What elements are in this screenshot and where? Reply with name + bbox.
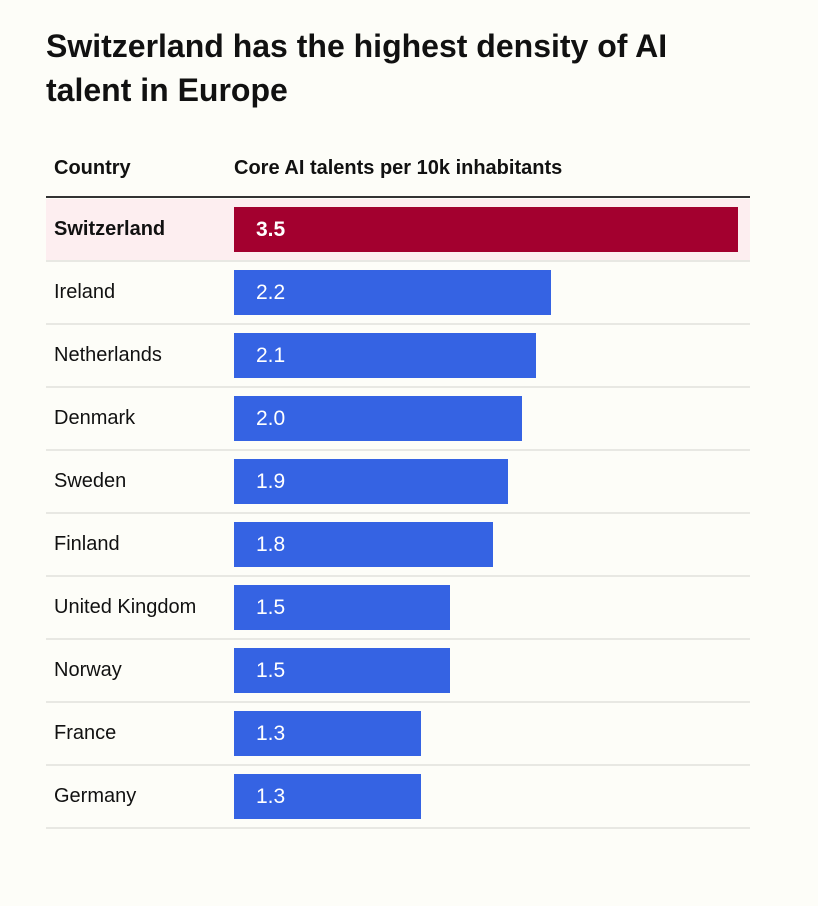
header-divider xyxy=(46,196,750,198)
country-label: Sweden xyxy=(54,470,127,492)
column-header-country: Country xyxy=(54,157,131,179)
country-label: Norway xyxy=(54,659,122,681)
bar-value-label: 1.9 xyxy=(256,470,286,493)
column-header-value: Core AI talents per 10k inhabitants xyxy=(234,157,563,179)
bar-value-label: 2.0 xyxy=(256,407,286,430)
table-row: Germany 1.3 xyxy=(46,766,750,829)
bar xyxy=(234,648,450,693)
country-label: Germany xyxy=(54,785,137,807)
bar-value-label: 2.2 xyxy=(256,281,286,304)
table-row: Norway 1.5 xyxy=(46,640,750,703)
bar xyxy=(234,270,551,315)
bar xyxy=(234,585,450,630)
table-row: Finland 1.8 xyxy=(46,514,750,577)
country-label: Ireland xyxy=(54,281,116,303)
country-label: Finland xyxy=(54,533,120,555)
bar-chart-rows: Switzerland 3.5 Ireland 2.2 Netherlands 2.1 De… xyxy=(46,199,750,829)
bar-highlight xyxy=(234,207,738,252)
country-label: United Kingdom xyxy=(54,596,197,618)
country-label: France xyxy=(54,722,117,744)
bar xyxy=(234,333,536,378)
bar-value-label: 1.3 xyxy=(256,785,286,808)
bar-value-label: 3.5 xyxy=(256,218,286,241)
table-row: Netherlands 2.1 xyxy=(46,325,750,388)
country-label: Netherlands xyxy=(54,344,162,366)
table-row: Denmark 2.0 xyxy=(46,388,750,451)
bar xyxy=(234,459,508,504)
country-label: Switzerland xyxy=(54,218,166,240)
bar xyxy=(234,711,421,756)
bar-value-label: 1.5 xyxy=(256,596,286,619)
bar-value-label: 1.5 xyxy=(256,659,286,682)
bar-value-label: 2.1 xyxy=(256,344,286,367)
table-row: Switzerland 3.5 xyxy=(46,199,750,262)
bar xyxy=(234,774,421,819)
bar-value-label: 1.3 xyxy=(256,722,286,745)
chart-title: Switzerland has the highest density of A… xyxy=(46,28,668,108)
table-row: Ireland 2.2 xyxy=(46,262,750,325)
bar xyxy=(234,396,522,441)
bar xyxy=(234,522,493,567)
table-row: Sweden 1.9 xyxy=(46,451,750,514)
table-row: United Kingdom 1.5 xyxy=(46,577,750,640)
country-label: Denmark xyxy=(54,407,136,429)
table-row: France 1.3 xyxy=(46,703,750,766)
bar-value-label: 1.8 xyxy=(256,533,286,556)
